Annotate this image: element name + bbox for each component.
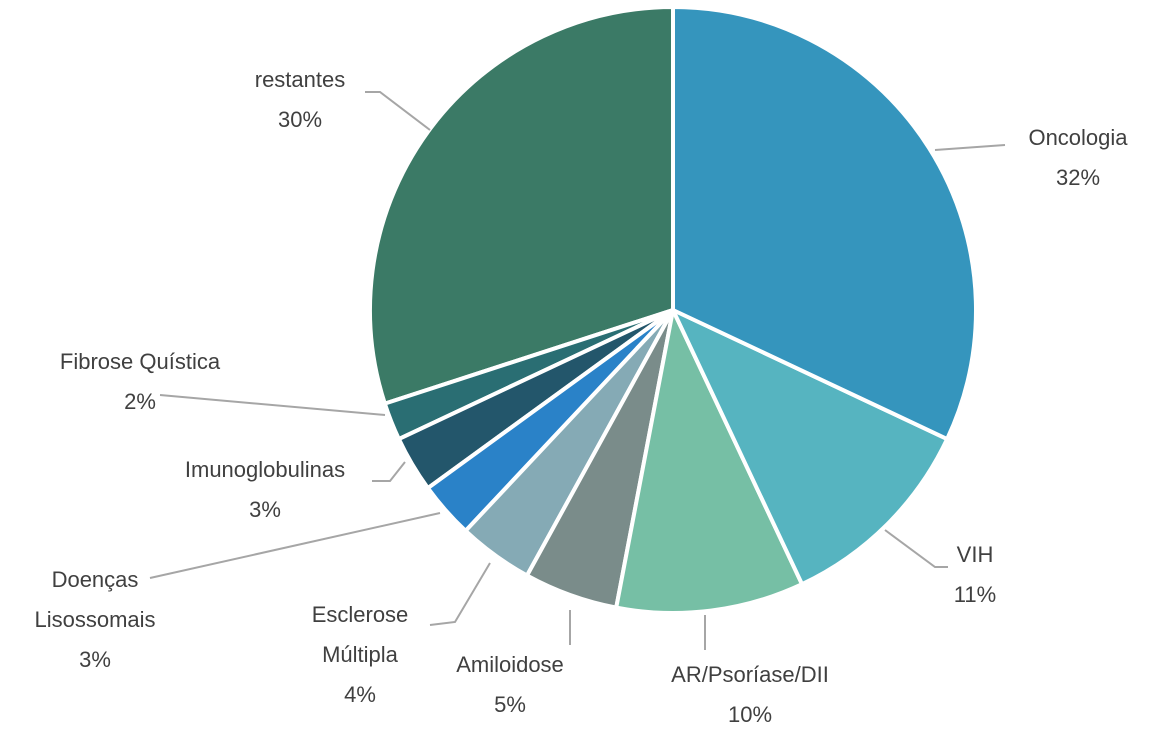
leader-lines <box>149 91 1006 650</box>
leader-line <box>149 512 441 579</box>
data-label: Imunoglobulinas 3% <box>155 450 375 530</box>
data-label: VIH 11% <box>915 535 1035 615</box>
category-label: AR/Psoríase/DII <box>671 662 829 687</box>
leader-line <box>429 562 491 626</box>
leader-line <box>884 529 948 568</box>
leader-line <box>934 144 1006 151</box>
value-label: 10% <box>727 702 773 727</box>
value-label: 2% <box>124 389 156 414</box>
data-label: Amiloidose 5% <box>430 645 590 725</box>
leader-line <box>159 394 386 416</box>
pie-slice <box>671 5 978 442</box>
category-label: Amiloidose <box>456 652 564 677</box>
pie-slice <box>614 308 805 615</box>
category-label: restantes <box>254 67 346 92</box>
value-label: 30% <box>277 107 323 132</box>
value-label: 11% <box>953 582 997 607</box>
category-label: Imunoglobulinas <box>184 457 346 482</box>
leader-line <box>372 461 406 482</box>
category-label: Doenças Lisossomais <box>34 567 156 632</box>
data-label: Esclerose Múltipla 4% <box>295 595 425 715</box>
pie-slice <box>671 308 950 587</box>
category-label: Fibrose Quística <box>59 349 221 374</box>
value-label: 5% <box>494 692 526 717</box>
category-label: Oncologia <box>1028 125 1128 150</box>
pie-slice <box>368 5 675 406</box>
value-label: 3% <box>249 497 281 522</box>
category-label: VIH <box>956 542 994 567</box>
data-label: Oncologia 32% <box>978 118 1150 198</box>
category-label: Esclerose Múltipla <box>311 602 409 667</box>
value-label: 4% <box>344 682 376 707</box>
data-label: restantes 30% <box>200 60 400 140</box>
value-label: 32% <box>1055 165 1101 190</box>
data-label: Fibrose Quística 2% <box>10 342 270 422</box>
data-label: Doenças Lisossomais 3% <box>10 560 180 680</box>
value-label: 3% <box>79 647 111 672</box>
leader-line <box>365 91 431 131</box>
data-label: AR/Psoríase/DII 10% <box>620 655 880 735</box>
